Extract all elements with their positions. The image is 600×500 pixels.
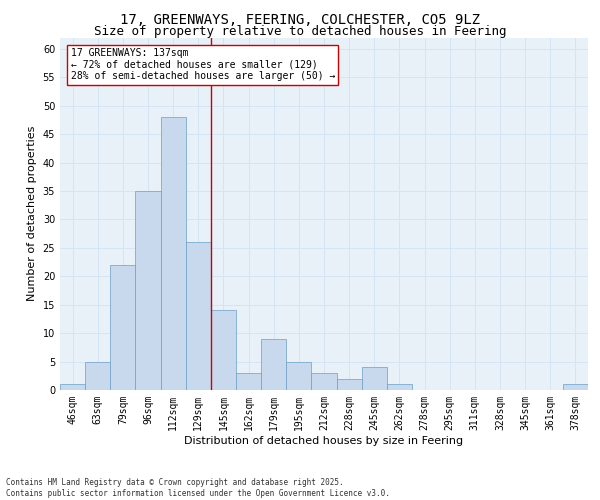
X-axis label: Distribution of detached houses by size in Feering: Distribution of detached houses by size …: [184, 436, 464, 446]
Text: Contains HM Land Registry data © Crown copyright and database right 2025.
Contai: Contains HM Land Registry data © Crown c…: [6, 478, 390, 498]
Bar: [387, 384, 412, 390]
Bar: [85, 362, 110, 390]
Y-axis label: Number of detached properties: Number of detached properties: [27, 126, 37, 302]
Bar: [311, 373, 337, 390]
Bar: [337, 378, 362, 390]
Bar: [136, 191, 161, 390]
Bar: [211, 310, 236, 390]
Bar: [563, 384, 588, 390]
Bar: [110, 265, 136, 390]
Bar: [362, 368, 387, 390]
Bar: [60, 384, 85, 390]
Text: 17, GREENWAYS, FEERING, COLCHESTER, CO5 9LZ: 17, GREENWAYS, FEERING, COLCHESTER, CO5 …: [120, 12, 480, 26]
Bar: [186, 242, 211, 390]
Bar: [286, 362, 311, 390]
Bar: [236, 373, 261, 390]
Text: Size of property relative to detached houses in Feering: Size of property relative to detached ho…: [94, 25, 506, 38]
Text: 17 GREENWAYS: 137sqm
← 72% of detached houses are smaller (129)
28% of semi-deta: 17 GREENWAYS: 137sqm ← 72% of detached h…: [71, 48, 335, 82]
Bar: [261, 339, 286, 390]
Bar: [161, 117, 186, 390]
